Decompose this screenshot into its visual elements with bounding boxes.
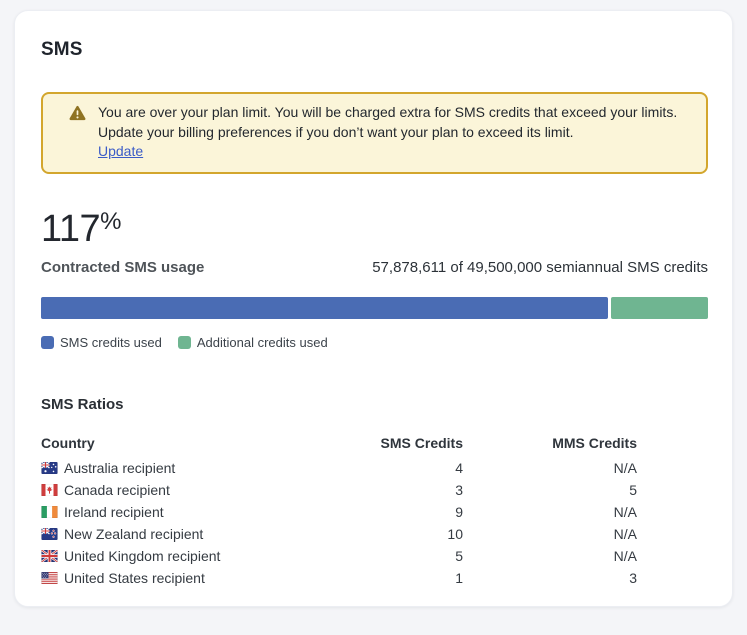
country-label: United Kingdom recipient [64,547,221,564]
legend-item-sms-credits: SMS credits used [41,335,162,350]
table-row-united-states: United States recipient 1 3 [41,567,637,589]
mms-credits-value: N/A [613,503,637,520]
warning-triangle-icon [69,105,86,121]
usage-summary-row: Contracted SMS usage 57,878,611 of 49,50… [41,259,708,276]
united-states-flag-icon [41,571,58,584]
table-header-row: Country SMS Credits MMS Credits [41,432,637,454]
table-row-ireland: Ireland recipient 9 N/A [41,501,637,523]
plan-limit-warning-banner: You are over your plan limit. You will b… [41,92,708,174]
sms-credits-swatch-icon [41,335,54,349]
sms-ratios-title: SMS Ratios [41,395,124,413]
country-label: New Zealand recipient [64,525,204,542]
percent-sign: % [100,207,121,235]
column-header-sms-credits: SMS Credits [380,434,463,451]
usage-percent: 117% [41,207,708,250]
table-row-australia: Australia recipient 4 N/A [41,457,637,479]
table-row-canada: Canada recipient 3 5 [41,479,637,501]
country-label: United States recipient [64,569,205,586]
new-zealand-flag-icon [41,527,58,540]
additional-credits-used-bar-segment [610,296,708,319]
canada-flag-icon [41,483,58,496]
sms-credits-value: 4 [455,459,463,476]
australia-flag-icon [41,461,58,474]
country-label: Ireland recipient [64,503,164,520]
page-title: SMS [41,39,83,60]
legend-label: Additional credits used [196,334,328,350]
table-row-united-kingdom: United Kingdom recipient 5 N/A [41,545,637,567]
table-row-new-zealand: New Zealand recipient 10 N/A [41,523,637,545]
usage-legend: SMS credits used Additional credits used [41,335,708,350]
mms-credits-value: N/A [613,547,637,564]
sms-credits-value: 5 [455,547,463,564]
usage-detail: 57,878,611 of 49,500,000 semiannual SMS … [372,258,708,276]
warning-message: You are over your plan limit. You will b… [98,104,678,140]
sms-usage-card: SMS You are over your plan limit. You wi… [14,10,733,607]
country-label: Canada recipient [64,481,170,498]
usage-progress-bar [41,296,708,319]
sms-credits-value: 1 [455,569,463,586]
usage-percent-value: 117 [41,207,101,250]
sms-credits-value: 3 [455,481,463,498]
mms-credits-value: 3 [629,569,637,586]
united-kingdom-flag-icon [41,549,58,562]
update-billing-link[interactable]: Update [98,143,144,159]
country-label: Australia recipient [64,459,176,476]
mms-credits-value: N/A [613,525,637,542]
ireland-flag-icon [41,505,58,518]
usage-label: Contracted SMS usage [41,258,205,276]
additional-credits-swatch-icon [177,335,191,349]
mms-credits-value: 5 [629,481,637,498]
mms-credits-value: N/A [613,459,637,476]
column-header-mms-credits: MMS Credits [552,434,637,451]
sms-ratios-table: Country SMS Credits MMS Credits [41,432,708,589]
legend-item-additional-credits: Additional credits used [177,334,328,350]
sms-credits-value: 10 [447,525,463,542]
sms-credits-used-bar-segment [41,296,608,319]
column-header-country: Country [41,434,95,451]
legend-label: SMS credits used [60,334,162,350]
sms-credits-value: 9 [455,503,463,520]
